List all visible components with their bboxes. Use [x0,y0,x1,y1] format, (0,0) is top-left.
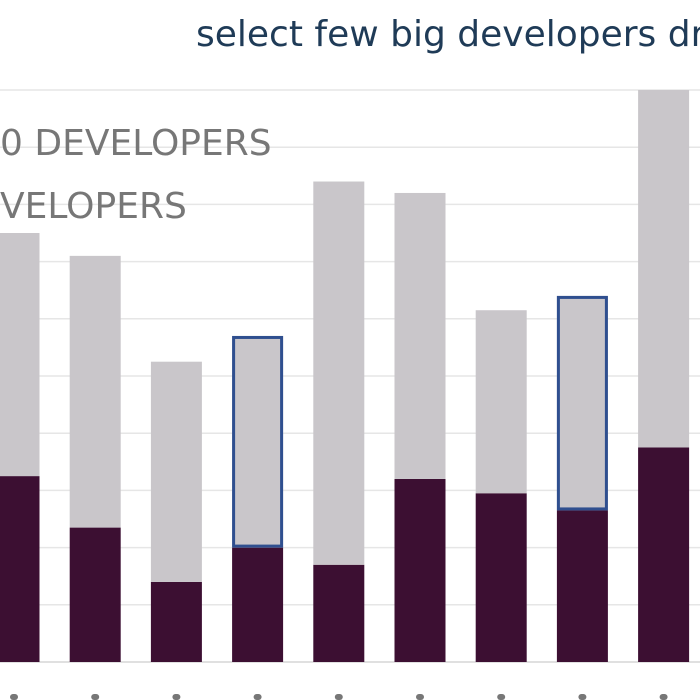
x-tick-label-fragment [497,694,506,700]
chart-title: select few big developers dro [196,14,700,55]
bar-segment-top [150,361,202,582]
bar-segment-bottom [69,527,121,662]
legend-entry-2: VELOPERS [0,186,187,227]
bar-segment-top [0,233,40,477]
x-tick-label-fragment [91,694,100,700]
x-tick-label-fragment [253,694,262,700]
bar-segment-bottom [556,510,608,662]
x-tick-label-fragment [659,694,668,700]
x-tick-marks [10,694,668,700]
bar-segment-bottom [394,478,446,662]
bar-segment-bottom [313,564,365,662]
bar-segment-top [69,255,121,528]
bar-segment-bottom [475,493,527,662]
bar-segment-top [232,335,284,548]
bar-segment-top [475,310,527,494]
bar-segment-bottom [638,447,690,662]
x-tick-label-fragment [172,694,181,700]
bar-highlight-outline [556,295,608,511]
bars [0,90,690,662]
bar-segment-top [638,90,690,448]
bar-segment-bottom [232,547,284,662]
bar-segment-bottom [0,476,40,662]
bar-segment-bottom [150,581,202,662]
x-tick-label-fragment [10,694,18,700]
x-tick-label-fragment [416,694,424,700]
bar-highlight-outline [232,335,284,548]
bar-segment-top [394,192,446,479]
x-tick-label-fragment [578,694,587,700]
legend-entry-1: 0 DEVELOPERS [0,123,272,164]
legend: 0 DEVELOPERS VELOPERS [0,123,272,227]
x-tick-label-fragment [334,694,343,700]
bar-segment-top [313,181,365,565]
bar-segment-top [556,295,608,511]
